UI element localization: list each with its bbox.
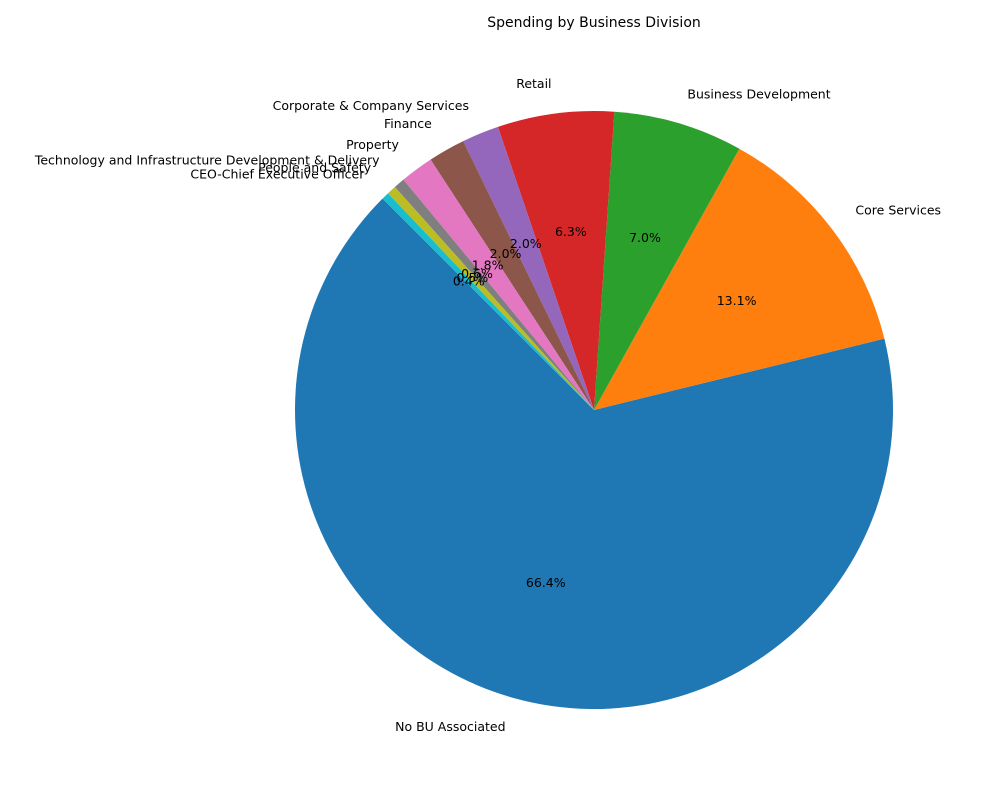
slice-label-property: Property bbox=[346, 137, 399, 152]
chart-title: Spending by Business Division bbox=[487, 15, 701, 31]
slice-pct-finance: 2.0% bbox=[490, 246, 522, 261]
slice-label-people-and-safety: People and Safety bbox=[258, 160, 372, 175]
pie-slice-people-and-safety bbox=[387, 186, 594, 410]
slice-label-no-bu-associated: No BU Associated bbox=[395, 719, 505, 734]
pie-slice-no-bu-associated bbox=[295, 198, 894, 709]
pie-slice-core-services bbox=[594, 148, 885, 410]
slice-pct-ceo-chief-executive-officer: 0.4% bbox=[453, 274, 485, 289]
slice-label-technology-and-infrastructure-development-delivery: Technology and Infrastructure Developmen… bbox=[34, 153, 380, 168]
slice-label-retail: Retail bbox=[516, 76, 551, 91]
pie-slice-ceo-chief-executive-officer bbox=[382, 193, 594, 410]
pie-slice-technology-and-infrastructure-development-delivery bbox=[394, 179, 594, 410]
slice-pct-people-and-safety: 0.5% bbox=[457, 270, 489, 285]
slice-label-corporate-company-services: Corporate & Company Services bbox=[273, 98, 469, 113]
pie-slice-finance bbox=[430, 141, 594, 410]
slice-pct-corporate-company-services: 2.0% bbox=[510, 236, 542, 251]
pie-labels: No BU Associated 66.4% Core Services 13.1% B… bbox=[34, 76, 941, 734]
slice-label-business-development: Business Development bbox=[687, 87, 830, 102]
slice-label-finance: Finance bbox=[384, 116, 432, 131]
pie-slice-retail bbox=[497, 110, 615, 410]
pie-slice-property bbox=[403, 159, 594, 410]
pie-slices bbox=[295, 110, 894, 709]
slice-pct-no-bu-associated: 66.4% bbox=[526, 575, 566, 590]
slice-label-core-services: Core Services bbox=[855, 202, 941, 217]
pie-slice-corporate-company-services bbox=[463, 126, 594, 411]
slice-pct-core-services: 13.1% bbox=[717, 293, 757, 308]
slice-pct-retail: 6.3% bbox=[555, 224, 587, 239]
slice-label-ceo-chief-executive-officer: CEO-Chief Executive Officer bbox=[190, 167, 365, 182]
slice-pct-technology-and-infrastructure-development-delivery: 0.6% bbox=[461, 266, 493, 281]
slice-pct-business-development: 7.0% bbox=[629, 230, 661, 245]
slice-pct-property: 1.8% bbox=[472, 258, 504, 273]
pie-slice-business-development bbox=[594, 111, 740, 410]
